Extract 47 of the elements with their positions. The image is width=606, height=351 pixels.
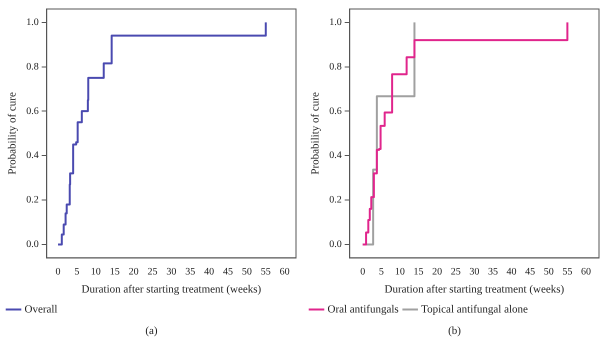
y-tick-label: 0.6 bbox=[26, 106, 38, 117]
y-tick-label: 0.0 bbox=[26, 239, 38, 250]
legend-label: Topical antifungal alone bbox=[420, 303, 528, 316]
y-axis-title: Probability of cure bbox=[308, 92, 321, 175]
y-tick-label: 0.2 bbox=[328, 194, 342, 206]
x-tick-label: 35 bbox=[487, 266, 498, 278]
y-tick-label: 1.0 bbox=[328, 16, 342, 28]
x-tick-label: 50 bbox=[241, 266, 252, 278]
x-tick-label: 40 bbox=[506, 266, 516, 278]
x-tick-label: 10 bbox=[394, 266, 404, 278]
x-tick-label: 45 bbox=[524, 266, 535, 278]
x-tick-label: 0 bbox=[360, 266, 365, 278]
y-tick-label: 0.8 bbox=[26, 61, 38, 72]
x-tick-label: 15 bbox=[413, 266, 424, 278]
y-tick-label: 0.0 bbox=[328, 239, 342, 250]
y-tick-label: 0.4 bbox=[26, 150, 38, 162]
text: (b) bbox=[448, 325, 461, 337]
legend-label: Oral antifungals bbox=[327, 303, 398, 316]
y-tick-label: 0.8 bbox=[328, 61, 342, 72]
x-tick-label: 25 bbox=[450, 266, 460, 278]
x-tick-label: 20 bbox=[128, 266, 138, 278]
x-axis-title: Duration after starting treatment (weeks) bbox=[81, 283, 261, 296]
x-tick-label: 10 bbox=[90, 266, 100, 278]
x-tick-label: 5 bbox=[378, 266, 384, 278]
x-tick-label: 40 bbox=[204, 266, 214, 278]
x-tick-label: 30 bbox=[166, 266, 176, 278]
x-tick-label: 60 bbox=[279, 266, 290, 278]
y-tick-label: 1.0 bbox=[26, 16, 38, 28]
y-tick-label: 0.4 bbox=[328, 150, 342, 162]
x-tick-label: 55 bbox=[562, 266, 572, 278]
x-tick-label: 25 bbox=[146, 266, 157, 278]
y-tick-label: 0.6 bbox=[328, 106, 342, 117]
x-tick-label: 15 bbox=[109, 266, 120, 278]
x-tick-label: 35 bbox=[184, 266, 195, 278]
x-tick-label: 30 bbox=[468, 266, 479, 278]
x-tick-label: 0 bbox=[55, 266, 60, 278]
x-tick-label: 20 bbox=[432, 266, 442, 278]
x-tick-label: 45 bbox=[222, 266, 233, 278]
text: (a) bbox=[145, 325, 158, 337]
x-axis-title: Duration after starting treatment (weeks) bbox=[384, 283, 564, 296]
x-tick-label: 60 bbox=[580, 266, 590, 278]
x-tick-label: 5 bbox=[74, 266, 79, 278]
x-tick-label: 55 bbox=[260, 266, 270, 278]
y-tick-label: 0.2 bbox=[26, 194, 38, 206]
x-tick-label: 50 bbox=[543, 266, 554, 278]
y-axis-title: Probability of cure bbox=[6, 92, 18, 175]
legend-label: Overall bbox=[24, 303, 57, 316]
